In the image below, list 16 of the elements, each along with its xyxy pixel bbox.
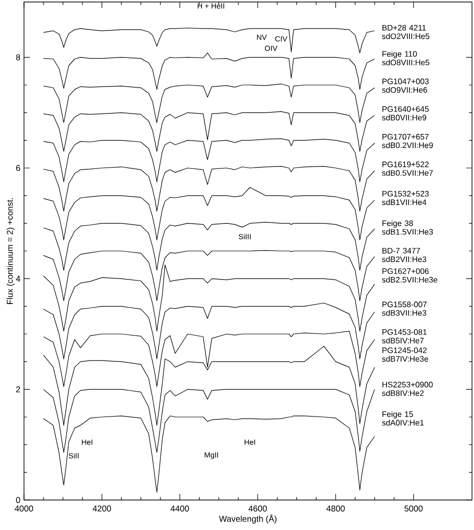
x-tick-label: 4800 [326, 506, 345, 512]
x-axis-title: Wavelength (Å) [219, 514, 276, 524]
y-tick-label: 6 [16, 165, 20, 171]
y-tick-label: 2 [16, 386, 20, 392]
line-series [43, 166, 375, 212]
y-tick-label: 0 [16, 497, 20, 503]
x-tick-label: 4000 [14, 506, 34, 512]
x-tick-label: 4400 [170, 506, 189, 512]
line-series [43, 138, 375, 182]
y-tick-label: 8 [16, 54, 20, 60]
x-tick-label: 5000 [404, 506, 423, 512]
y-axis-title: Flux (continuum = 2) +const. [6, 198, 14, 304]
x-tick-label: 4600 [248, 506, 267, 512]
y-tick-label: 4 [16, 276, 20, 282]
x-tick-label: 4200 [92, 506, 111, 512]
line-series [43, 187, 375, 240]
